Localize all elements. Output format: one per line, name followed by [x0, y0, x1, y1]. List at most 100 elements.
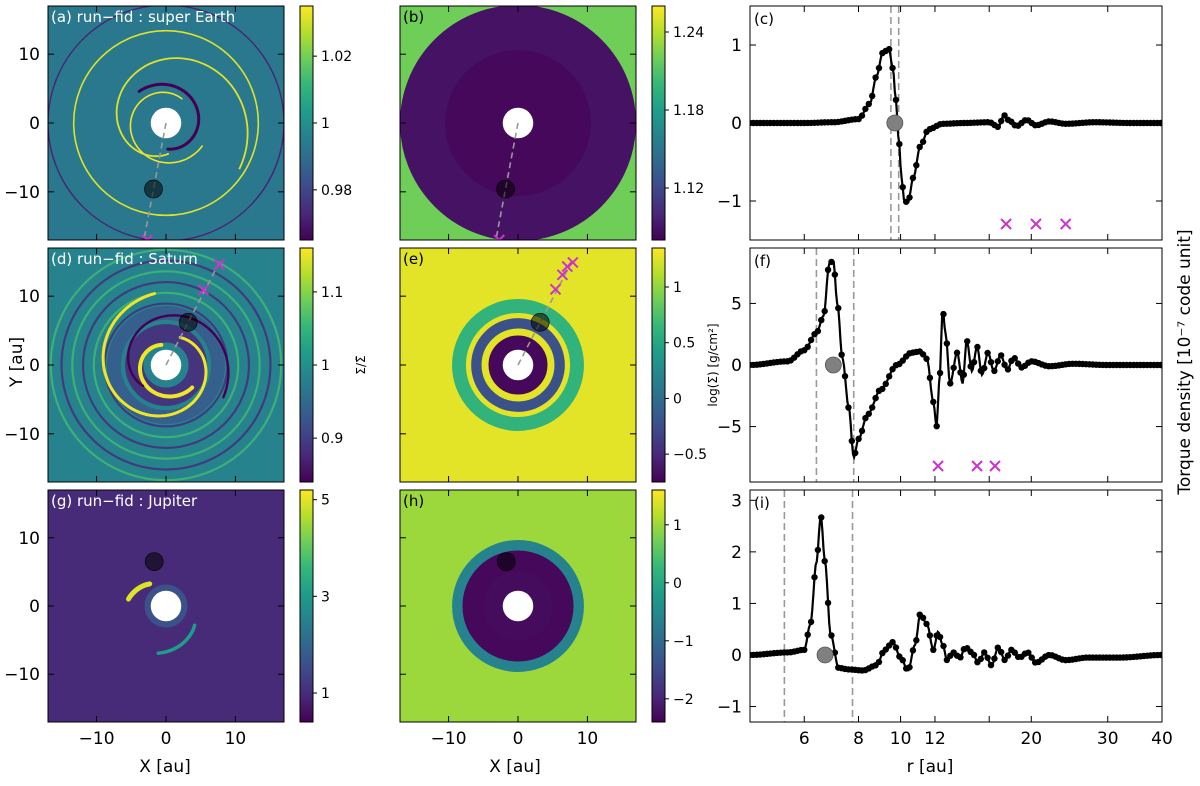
heatmap-panel-b: (b) 1.24 1.18 1.12	[399, 5, 704, 241]
x-marker	[1059, 218, 1072, 230]
density-ring	[400, 6, 636, 240]
torque-density-point	[862, 414, 869, 422]
torque-density-point	[821, 557, 828, 565]
panel-title: (d) run−fid : Saturn	[51, 250, 198, 268]
torque-density-point	[906, 664, 913, 671]
panel-title: (f)	[754, 252, 771, 270]
wave-ring	[81, 280, 251, 450]
y-tick-label: 10	[18, 45, 40, 65]
torque-density-point	[994, 123, 1001, 131]
density-ring	[462, 550, 574, 662]
torque-density-point	[930, 398, 937, 406]
torque-density-point	[892, 96, 900, 104]
x-tick-label: 8	[853, 729, 864, 749]
x-tick-label: 30	[1097, 729, 1119, 749]
torque-density-point	[885, 45, 893, 53]
torque-density-point	[1001, 112, 1008, 119]
spiral-arm	[129, 91, 203, 164]
colorbar-tick-label: 0.98	[321, 183, 352, 199]
colorbar-tick-label: 5	[321, 493, 330, 509]
torque-density-point	[899, 657, 906, 664]
x-tick-label: 6	[799, 729, 810, 749]
y-tick-label: −1	[717, 698, 742, 718]
colorbar-tick-label: 1	[321, 686, 330, 702]
planet-marker	[530, 313, 550, 332]
torque-density-point	[1011, 355, 1018, 362]
x-marker	[213, 258, 226, 271]
torque-density-point	[940, 310, 947, 318]
torque-density-point	[909, 647, 917, 654]
torque-density-point	[916, 143, 923, 151]
torque-density-point	[848, 437, 856, 445]
colorbar-d: 1.1 1 0.9 Σ/Σ̄	[299, 247, 368, 483]
line-frame	[749, 489, 1163, 723]
planet-location-marker	[886, 114, 904, 132]
torque-density-point	[824, 599, 832, 607]
x-marker	[932, 460, 944, 472]
panel-title: (g) run−fid : Jupiter	[51, 492, 198, 510]
torque-density-point	[936, 369, 944, 377]
torque-density-point	[943, 340, 951, 347]
torque-density-point	[991, 367, 998, 375]
torque-density-point	[807, 618, 815, 626]
colorbar-tick-label: 0.5	[673, 336, 695, 352]
torque-density-point	[811, 574, 818, 581]
x-tick-label: 10	[225, 729, 247, 749]
colorbar-gradient	[651, 247, 666, 483]
x-marker	[561, 260, 573, 273]
spiral-arm	[138, 342, 195, 399]
torque-density-point	[994, 358, 1001, 365]
torque-density-point	[807, 336, 815, 344]
y-tick-label: 10	[18, 529, 40, 549]
panel-title: (c)	[754, 10, 774, 28]
colorbar-label: Σ/Σ̄	[354, 355, 368, 374]
planet-location-marker	[816, 646, 834, 664]
colorbar-tick-label: 1.24	[673, 25, 704, 41]
y-axis-label: Y [au]	[7, 337, 27, 388]
torque-density-point	[858, 112, 866, 119]
panel-title: (a) run−fid : super Earth	[51, 8, 235, 26]
torque-density-point	[1028, 654, 1035, 661]
colorbar-gradient	[299, 5, 314, 241]
spiral-arm	[137, 82, 201, 151]
planet-marker	[496, 179, 515, 199]
x-tick-label: −10	[431, 729, 467, 749]
planet-marker	[144, 179, 163, 199]
x-marker	[549, 283, 562, 296]
torque-density-point	[868, 404, 876, 411]
x-tick-label: 0	[513, 729, 524, 749]
y-tick-label: 0	[731, 356, 742, 376]
torque-density-line	[750, 515, 1162, 672]
torque-density-point	[974, 343, 981, 351]
x-tick-label: 12	[924, 729, 946, 749]
x-tick-label: 10	[577, 729, 599, 749]
torque-density-point	[896, 140, 903, 148]
colorbar-label: log(Σ) [g/cm²]	[706, 323, 720, 406]
x-axis-label-col2: X [au]	[489, 757, 541, 777]
torque-density-point	[875, 658, 883, 666]
x-marker	[556, 269, 569, 281]
inner-hole	[502, 590, 534, 622]
colorbar-a: 1.02 1 0.98	[299, 5, 352, 241]
x-tick-label: −10	[79, 729, 115, 749]
colorbar-gradient	[651, 489, 666, 723]
density-ring	[106, 305, 226, 425]
torque-density-point	[814, 327, 822, 335]
y-tick-label: −1	[717, 192, 742, 212]
torque-density-point	[821, 307, 828, 315]
torque-density-point	[950, 364, 957, 371]
torque-density-point	[919, 614, 927, 621]
torque-density-point	[831, 271, 839, 278]
inner-hole	[150, 590, 182, 622]
torque-density-point	[970, 358, 978, 366]
torque-density-point	[814, 546, 822, 554]
y-tick-label: 1	[731, 36, 742, 56]
line-panel-f: 5 0 −5 (f)	[717, 247, 1163, 483]
heatmap-panel-e: (e) 1 0.5 0 −0.5 log(Σ) [g/cm²]	[399, 247, 720, 483]
heatmap-panel-h: −10 0 10(h)10−1−2	[399, 489, 694, 749]
torque-density-point	[981, 364, 988, 372]
torque-density-point	[872, 74, 879, 81]
colorbar-tick-label: 1.02	[321, 49, 352, 65]
planet-direction-line	[165, 263, 220, 366]
torque-density-point	[875, 64, 883, 72]
